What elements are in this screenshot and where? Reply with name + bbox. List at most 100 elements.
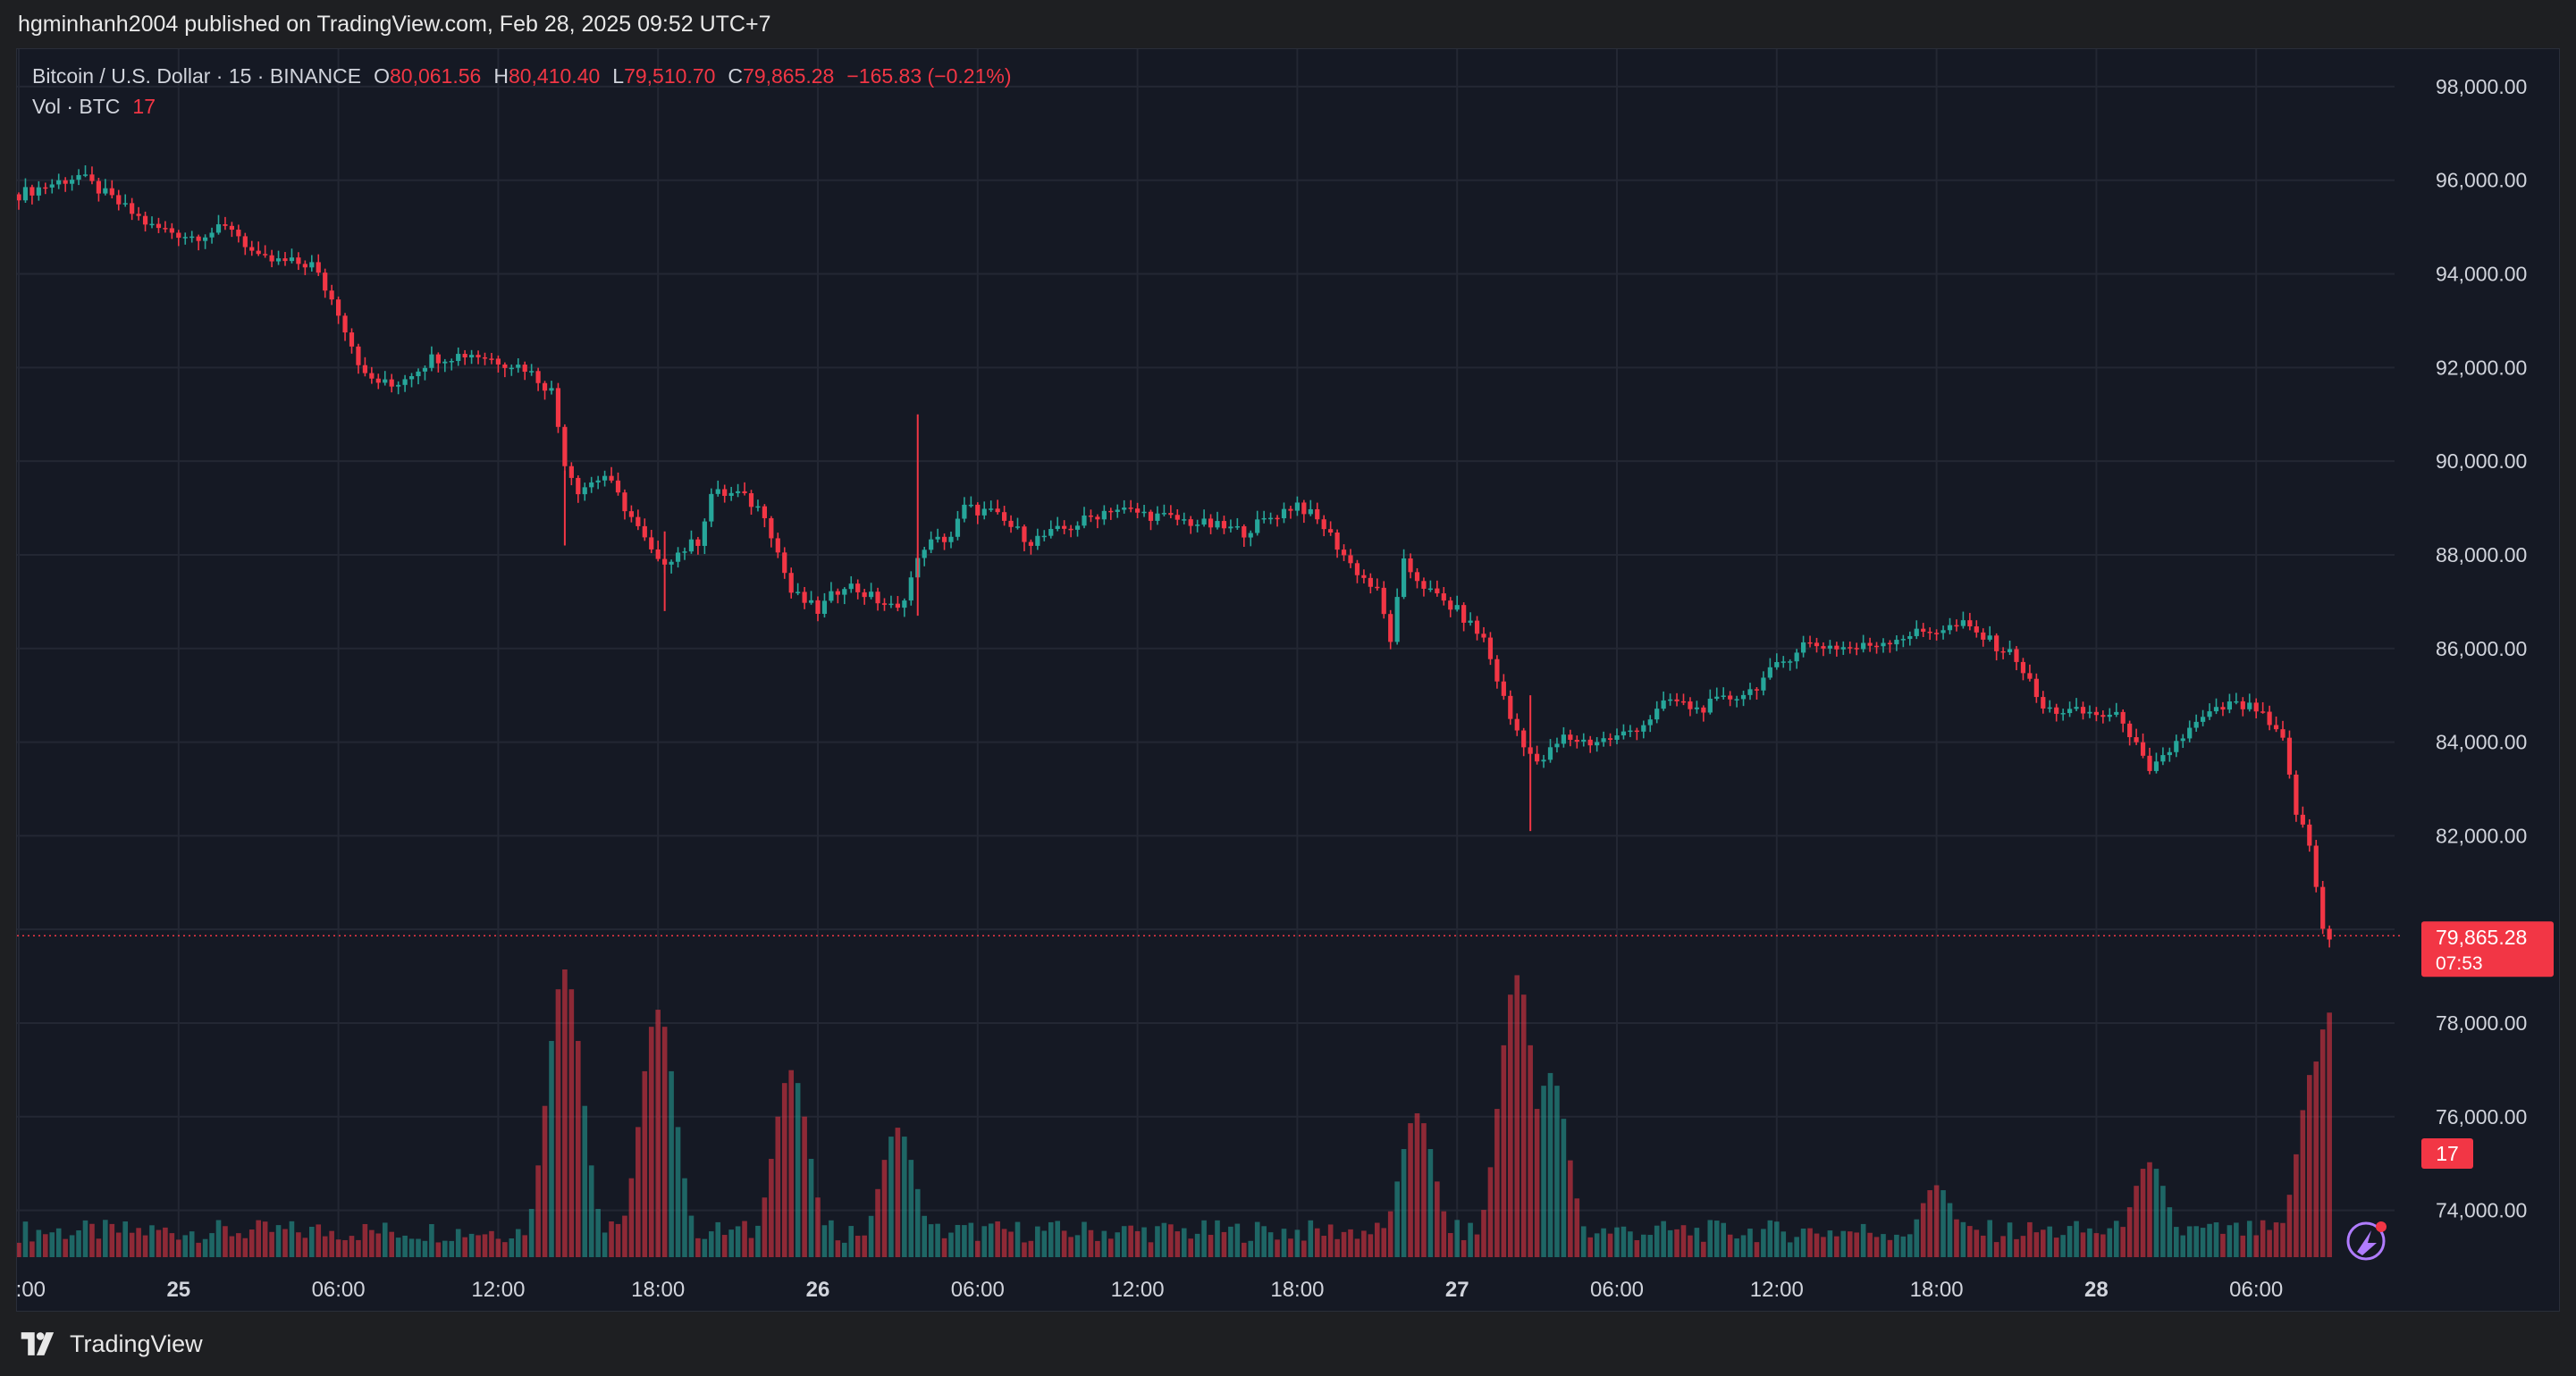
volume-bar (1974, 1229, 1980, 1257)
volume-bar (322, 1236, 328, 1257)
volume-bar (1261, 1226, 1267, 1257)
candle-body (576, 477, 581, 495)
candle-body (1448, 600, 1453, 610)
volume-bar (1594, 1233, 1600, 1257)
assistant-icon[interactable] (2346, 1221, 2387, 1261)
candle-body (1508, 695, 1513, 719)
volume-bar (1807, 1228, 1813, 1257)
candle-body (2074, 707, 2079, 709)
candle-body (63, 180, 68, 184)
volume-bar (981, 1226, 988, 1257)
candle-body (402, 379, 408, 385)
candle-body (275, 258, 282, 262)
candle-body (416, 371, 421, 377)
candle-body (1155, 513, 1160, 521)
candle-body (1747, 689, 1753, 695)
candle-body (848, 583, 854, 590)
volume-bar (17, 1242, 21, 1257)
volume-bar (1767, 1220, 1773, 1257)
volume-bar (1740, 1235, 1747, 1257)
candle-body (1308, 508, 1313, 515)
volume-bar (728, 1229, 734, 1257)
candle-body (502, 364, 508, 368)
candle-body (103, 188, 108, 194)
candle-body (1041, 535, 1047, 538)
tradingview-brand[interactable]: TradingView (18, 1330, 203, 1358)
legend-symbol[interactable]: Bitcoin / U.S. Dollar · 15 · BINANCE (32, 64, 362, 88)
volume-bar (1188, 1238, 1193, 1257)
volume-bar (275, 1225, 282, 1257)
volume-bar (1707, 1220, 1713, 1257)
volume-bar (914, 1188, 921, 1257)
chart-frame[interactable]: 98,000.00 96,000.00 94,000.00 92,000.00 90,0… (16, 48, 2560, 1312)
volume-bar (2007, 1222, 2013, 1257)
candle-body (955, 518, 961, 537)
candle-body (1814, 642, 1820, 647)
volume-bar (2120, 1227, 2126, 1257)
candle-body (149, 223, 155, 226)
volume-bar (1580, 1226, 1587, 1257)
candle-body (1135, 508, 1141, 513)
volume-bar (1121, 1226, 1127, 1257)
volume-bar (1561, 1119, 1567, 1257)
publisher-bar: hgminhanh2004 published on TradingView.c… (0, 0, 2576, 48)
volume-bar (1607, 1233, 1613, 1257)
candle-body (535, 371, 541, 383)
publisher-line: hgminhanh2004 published on TradingView.c… (18, 11, 771, 37)
candle-body (929, 539, 934, 550)
volume-bar (881, 1160, 888, 1257)
candle-body (2007, 649, 2013, 652)
volume-badge-value: 17 (2436, 1142, 2459, 1165)
candle-body (236, 230, 241, 237)
candle-body (1394, 597, 1400, 642)
volume-bar (995, 1221, 1000, 1257)
volume-bar (1727, 1234, 1733, 1257)
legend-close-label: C (728, 64, 744, 88)
last-price-badge-bg (2421, 921, 2554, 977)
candle-body (1887, 642, 1893, 645)
candle-body (1595, 742, 1600, 746)
volume-bar (429, 1224, 434, 1257)
volume-bar (2033, 1232, 2040, 1257)
volume-bar (1601, 1228, 1606, 1257)
volume-bar (1628, 1231, 1633, 1257)
candle-body (1907, 635, 1913, 640)
tradingview-logo-icon (21, 1332, 55, 1355)
candle-body (2041, 697, 2046, 709)
volume-bar (1215, 1220, 1220, 1257)
candle-body (862, 592, 867, 598)
volume-bar (2093, 1233, 2100, 1257)
candle-body (116, 195, 122, 205)
legend-volume-label[interactable]: Vol · BTC (32, 95, 121, 118)
volume-bar (242, 1238, 248, 1257)
volume-bar (136, 1228, 141, 1257)
chart-canvas[interactable]: 98,000.00 96,000.00 94,000.00 92,000.00 90,0… (17, 49, 2561, 1313)
volume-bar (69, 1235, 75, 1257)
volume-bar (189, 1231, 195, 1257)
candle-body (682, 551, 687, 553)
volume-bar (1161, 1222, 1167, 1257)
volume-bar (721, 1235, 728, 1257)
candle-body (1994, 635, 1999, 651)
candle-body (1182, 519, 1187, 521)
volume-bar (1834, 1236, 1839, 1257)
volume-bar (568, 989, 575, 1257)
volume-bar (648, 1027, 654, 1257)
candle-body (1454, 605, 1460, 610)
candle-body (1022, 526, 1027, 542)
volume-bar (1314, 1228, 1320, 1257)
candle-body (922, 550, 927, 558)
candle-body (1721, 695, 1726, 697)
candle-body (715, 489, 720, 494)
volume-bar (1141, 1227, 1147, 1257)
volume-bar (688, 1215, 695, 1257)
candle-body (1402, 558, 1407, 598)
candle-body (1688, 701, 1693, 709)
candle-body (1674, 699, 1679, 701)
volume-bar (1408, 1123, 1413, 1257)
candle-body (1967, 620, 1973, 627)
candle-body (1554, 743, 1560, 748)
candle-body (1701, 707, 1706, 713)
volume-bar (755, 1225, 761, 1257)
candle-body (516, 365, 521, 368)
